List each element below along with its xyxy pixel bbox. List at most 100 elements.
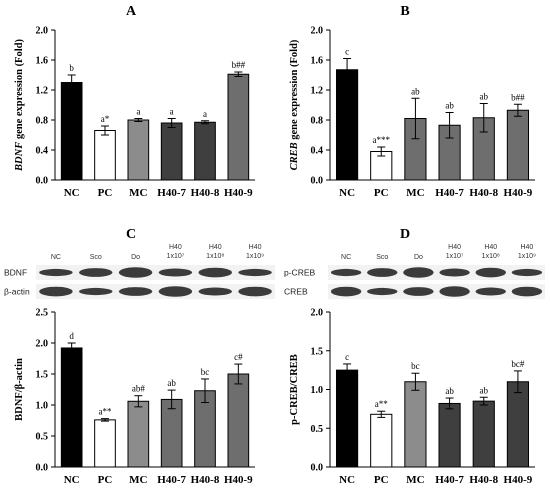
y-axis-label: CREB gene expression (Fold): [289, 39, 300, 170]
significance-label: b##: [232, 60, 246, 70]
y-axis-label: BDNF gene expression (Fold): [14, 39, 25, 172]
lane-label: NC: [341, 254, 351, 261]
blot-row-label: CREB: [284, 287, 308, 297]
blot-band: [367, 268, 398, 277]
bar-nc: [60, 347, 83, 468]
y-tick-label: 2.0: [311, 308, 324, 319]
significance-label: b: [69, 63, 74, 73]
bar-nc: [335, 369, 359, 468]
lane-label: 1x10⁹: [518, 253, 536, 260]
significance-label: a*: [101, 114, 110, 124]
blot-band: [158, 268, 193, 277]
significance-label: ab#: [132, 384, 145, 394]
x-tick-label: NC: [64, 474, 80, 486]
x-tick-label: NC: [339, 187, 355, 199]
y-tick-label: 0.0: [36, 463, 49, 474]
blot-band: [79, 268, 113, 277]
lane-label: Do: [414, 254, 423, 261]
lane-label: 1x10⁷: [446, 253, 464, 260]
significance-label: ab: [480, 385, 489, 395]
y-tick-label: 0.5: [36, 432, 49, 443]
y-tick-label: 2.5: [36, 308, 49, 319]
x-tick-label: H40-7: [157, 474, 186, 486]
lane-label: H40: [249, 244, 262, 251]
blot-band: [439, 286, 470, 297]
y-tick-label: 1.0: [311, 385, 324, 396]
x-tick-label: H40-7: [435, 187, 464, 199]
y-tick-label: 0.0: [36, 176, 49, 187]
lane-label: H40: [520, 244, 533, 251]
y-tick-label: 0.4: [36, 146, 49, 157]
lane-label: H40: [169, 244, 182, 251]
bar-mc: [127, 119, 150, 181]
lane-label: H40: [448, 244, 461, 251]
y-tick-label: 1.2: [36, 86, 49, 97]
blot-band: [238, 268, 272, 277]
significance-label: bc: [411, 361, 420, 371]
x-tick-label: NC: [64, 187, 80, 199]
bar-mc: [404, 381, 427, 468]
panel-d-western-blot: NC Sco Do H40 1x10⁷ H40 1x10⁸ H40 1x10⁹ p-CREB CRE…: [284, 244, 545, 299]
y-tick-label: 0.8: [36, 116, 49, 127]
lane-label: H40: [484, 244, 497, 251]
lane-label: H40: [209, 244, 222, 251]
x-tick-label: MC: [129, 474, 147, 486]
significance-label: ab: [445, 101, 454, 111]
x-tick-label: NC: [339, 474, 355, 486]
y-tick-label: 1.5: [36, 370, 49, 381]
significance-label: b##: [511, 92, 525, 102]
blot-band: [158, 286, 193, 297]
x-tick-label: H40-9: [504, 187, 533, 199]
y-tick-label: 0.5: [311, 424, 324, 435]
significance-label: ab: [445, 386, 454, 396]
panel-b-chart: B CREB gene expression (Fold) 0.0 0.4 0.8 1.2…: [289, 4, 535, 199]
bar-h40-9: [506, 381, 530, 468]
x-tick-label: MC: [406, 474, 424, 486]
y-tick-label: 2.0: [311, 26, 324, 37]
x-tick-label: PC: [374, 187, 389, 199]
blot-band: [511, 286, 543, 297]
bar-mc: [127, 400, 150, 468]
blot-row-label: β-actin: [4, 287, 30, 297]
y-axis-label: BDNF/β-actin: [14, 358, 25, 421]
bar-h40-7: [160, 122, 183, 181]
significance-label: a: [203, 109, 207, 119]
x-tick-label: PC: [374, 474, 389, 486]
bar-h40-7: [160, 398, 183, 468]
significance-label: c: [345, 352, 349, 362]
y-tick-label: 0.8: [311, 116, 324, 127]
panel-a-chart: A BDNF gene expression (Fold) 0.0 0.4 0.8 1.2…: [14, 4, 255, 199]
x-tick-label: MC: [406, 187, 424, 199]
x-tick-label: H40-8: [469, 187, 498, 199]
x-tick-label: H40-9: [224, 474, 253, 486]
panel-title: C: [126, 227, 136, 242]
bar-h40-9: [227, 373, 250, 468]
bar-h40-9: [506, 109, 530, 181]
lane-label: 1x10⁷: [167, 253, 185, 260]
panel-title: D: [400, 227, 410, 242]
blot-band: [198, 287, 232, 296]
x-tick-label: H40-7: [157, 187, 186, 199]
x-tick-label: MC: [129, 187, 147, 199]
bar-pc: [94, 130, 116, 181]
x-tick-label: PC: [98, 187, 113, 199]
x-tick-label: H40-9: [504, 474, 533, 486]
y-tick-label: 0.0: [311, 463, 324, 474]
x-tick-label: H40-7: [435, 474, 464, 486]
blot-band: [475, 267, 506, 278]
y-tick-label: 0.4: [311, 146, 324, 157]
blot-band: [39, 268, 73, 277]
panel-d-chart: Dp-CREB/CREB 0.0 0.5 1.0 1.5 2.0 c NC a** PC bc MC a…: [289, 227, 535, 486]
y-tick-label: 2.0: [36, 339, 49, 350]
significance-label: a: [170, 107, 174, 117]
blot-band: [475, 287, 506, 296]
bar-pc: [94, 419, 116, 468]
blot-band: [118, 287, 153, 296]
bar-h40-8: [472, 400, 495, 468]
lane-label: Sco: [376, 254, 388, 261]
x-tick-label: PC: [98, 474, 113, 486]
blot-band: [403, 287, 434, 296]
significance-label: ab: [480, 92, 489, 102]
significance-label: c#: [234, 352, 243, 362]
